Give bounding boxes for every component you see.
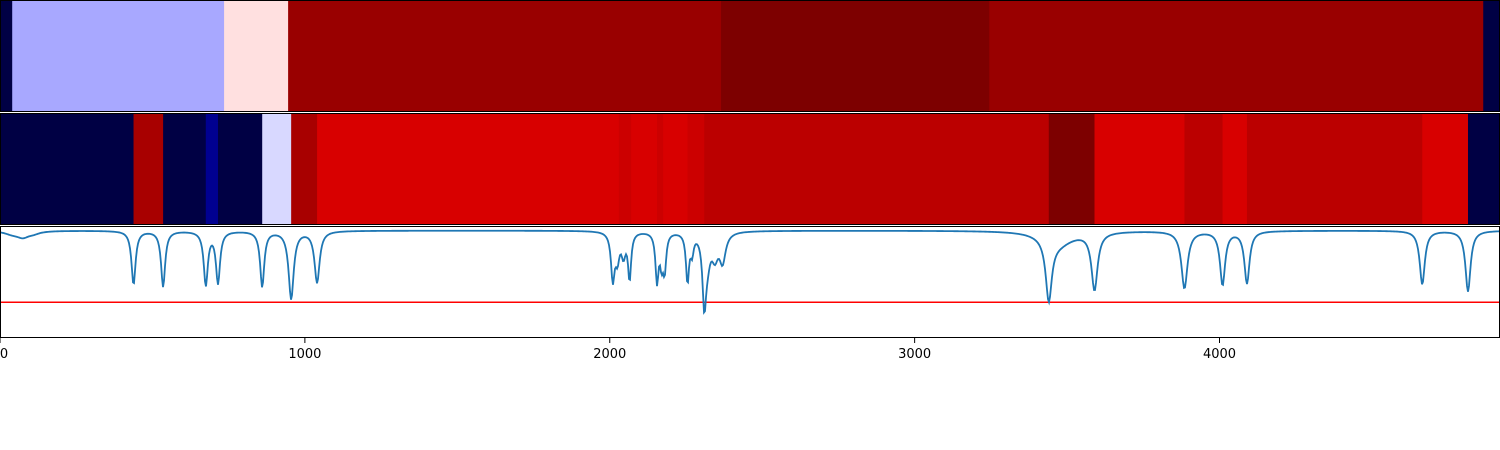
strip-middle-segment-3: [205, 114, 219, 225]
x-tick-label-1: 1000: [288, 347, 321, 362]
heatmap-strip-top: [0, 1, 1500, 112]
strip-top-segment-3: [288, 1, 722, 112]
strip-middle-segment-13: [704, 114, 1050, 225]
strip-middle-segment-2: [163, 114, 207, 225]
strip-middle-segment-15: [1094, 114, 1185, 225]
signal-line: [0, 229, 1500, 315]
strip-middle-segment-7: [317, 114, 620, 225]
strip-middle-segment-8: [618, 114, 632, 225]
strip-middle-segment-11: [663, 114, 688, 225]
strip-middle-segment-6: [291, 114, 318, 225]
strip-top-segment-5: [989, 1, 1484, 112]
strip-middle-segment-1: [133, 114, 164, 225]
strip-middle-segment-14: [1048, 114, 1096, 225]
x-tick-label-0: 0: [0, 347, 8, 362]
strip-top-segment-2: [224, 1, 289, 112]
strip-middle-segment-19: [1422, 114, 1469, 225]
strip-middle-segment-5: [262, 114, 292, 225]
line-panel-background: [0, 226, 1500, 338]
strip-top-segment-6: [1483, 1, 1500, 112]
strip-middle-segment-20: [1467, 114, 1500, 225]
strip-middle-segment-17: [1222, 114, 1248, 225]
strip-middle-segment-12: [687, 114, 705, 225]
strip-top-segment-4: [721, 1, 990, 112]
x-tick-label-3: 3000: [898, 347, 931, 362]
strip-top-segment-1: [12, 1, 225, 112]
x-axis: 0 1000 2000 3000 4000: [0, 338, 1236, 362]
strip-middle-segment-16: [1184, 114, 1224, 225]
strip-middle-segment-4: [217, 114, 263, 225]
x-tick-label-2: 2000: [593, 347, 626, 362]
strip-top-segment-0: [0, 1, 13, 112]
x-tick-label-4: 4000: [1203, 347, 1236, 362]
strip-middle-segment-0: [0, 114, 135, 225]
strip-middle-segment-18: [1246, 114, 1423, 225]
heatmap-strip-middle: [0, 114, 1500, 225]
strip-middle-segment-9: [631, 114, 658, 225]
signal-line-panel: [0, 226, 1500, 338]
strip-middle-segment-10: [657, 114, 664, 225]
